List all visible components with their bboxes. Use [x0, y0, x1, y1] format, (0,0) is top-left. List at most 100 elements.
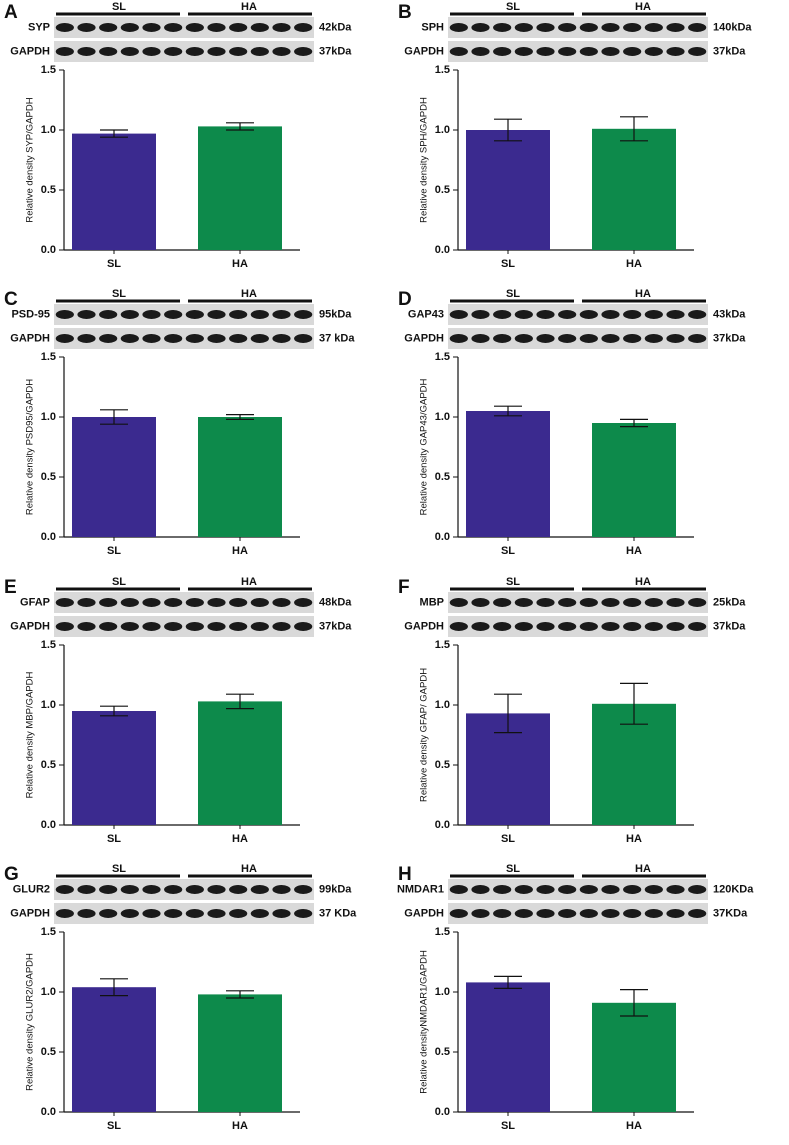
- blot-name: GAPDH: [10, 907, 50, 919]
- blot-band: [644, 23, 663, 32]
- blot-band: [644, 622, 663, 631]
- panel: E SL HA GFAP 48kDa GAPDH 37kDa 0.0 0.5 1.0 1.5 Rela…: [4, 576, 352, 845]
- bar: [198, 126, 282, 250]
- blot-band: [579, 909, 598, 918]
- y-tick-label: 1.0: [435, 411, 450, 423]
- group-label: SL: [506, 1, 520, 13]
- x-tick-label: HA: [626, 1120, 642, 1132]
- blot-name: GLUR2: [13, 883, 50, 895]
- y-axis-label: Relative density PSD95/GAPDH: [25, 379, 36, 515]
- blot-band: [666, 885, 685, 894]
- blot-kda: 37kDa: [319, 620, 352, 632]
- blot-name: SPH: [421, 21, 444, 33]
- blot-name: PSD-95: [11, 308, 50, 320]
- blot-band: [229, 334, 248, 343]
- blot-band: [536, 310, 555, 319]
- group-label: HA: [241, 288, 257, 300]
- blot-band: [272, 23, 291, 32]
- blot-band: [229, 622, 248, 631]
- blot-band: [99, 909, 118, 918]
- y-tick-label: 1.5: [41, 926, 56, 938]
- y-tick-label: 0.0: [435, 531, 450, 543]
- blot-band: [623, 334, 642, 343]
- blot-band: [207, 909, 226, 918]
- blot-band: [471, 334, 490, 343]
- blot-band: [99, 598, 118, 607]
- bar: [72, 417, 156, 537]
- blot-band: [142, 47, 161, 56]
- blot-band: [514, 622, 533, 631]
- y-tick-label: 0.5: [41, 1046, 56, 1058]
- blot-band: [294, 310, 313, 319]
- x-tick-label: SL: [107, 833, 121, 845]
- blot-band: [164, 310, 183, 319]
- blot-band: [471, 23, 490, 32]
- blot-band: [120, 334, 139, 343]
- blot-band: [623, 598, 642, 607]
- blot-band: [493, 622, 512, 631]
- group-label: SL: [112, 576, 126, 588]
- blot-kda: 37KDa: [713, 907, 748, 919]
- y-tick-label: 1.0: [41, 411, 56, 423]
- group-label: SL: [506, 288, 520, 300]
- blot-band: [644, 47, 663, 56]
- blot-strip: [54, 903, 314, 924]
- group-label: HA: [241, 576, 257, 588]
- blot-name: SYP: [28, 21, 50, 33]
- blot-strip: [54, 304, 314, 325]
- blot-name: NMDAR1: [397, 883, 444, 895]
- blot-band: [272, 47, 291, 56]
- blot-band: [99, 47, 118, 56]
- blot-band: [514, 885, 533, 894]
- group-label: SL: [112, 863, 126, 875]
- blot-band: [272, 885, 291, 894]
- x-tick-label: HA: [626, 545, 642, 557]
- blot-band: [449, 47, 468, 56]
- blot-band: [229, 310, 248, 319]
- blot-band: [229, 47, 248, 56]
- y-tick-label: 0.0: [435, 819, 450, 831]
- blot-band: [558, 47, 577, 56]
- x-tick-label: SL: [107, 1120, 121, 1132]
- blot-band: [536, 47, 555, 56]
- blot-band: [536, 622, 555, 631]
- blot-band: [207, 598, 226, 607]
- x-tick-label: HA: [232, 258, 248, 270]
- blot-band: [77, 47, 96, 56]
- blot-band: [601, 310, 620, 319]
- blot-band: [250, 598, 269, 607]
- blot-strip: [54, 17, 314, 38]
- blot-band: [536, 23, 555, 32]
- blot-name: GAPDH: [404, 907, 444, 919]
- blot-band: [579, 622, 598, 631]
- blot-band: [471, 310, 490, 319]
- blot-band: [688, 909, 707, 918]
- blot-band: [142, 885, 161, 894]
- bar: [72, 987, 156, 1112]
- blot-band: [623, 47, 642, 56]
- blot-band: [185, 334, 204, 343]
- blot-kda: 120KDa: [713, 883, 754, 895]
- blot-band: [185, 622, 204, 631]
- blot-name: GAPDH: [10, 620, 50, 632]
- blot-band: [579, 334, 598, 343]
- bar: [592, 128, 676, 250]
- blot-band: [601, 909, 620, 918]
- blot-kda: 37 KDa: [319, 907, 357, 919]
- blot-band: [250, 47, 269, 56]
- blot-band: [471, 598, 490, 607]
- blot-band: [272, 310, 291, 319]
- blot-kda: 140kDa: [713, 21, 752, 33]
- panel-letter: E: [4, 577, 17, 598]
- blot-band: [449, 909, 468, 918]
- y-tick-label: 1.5: [41, 351, 56, 363]
- blot-band: [493, 334, 512, 343]
- blot-name: MBP: [420, 596, 444, 608]
- blot-band: [272, 598, 291, 607]
- blot-name: GFAP: [20, 596, 50, 608]
- blot-kda: 37 kDa: [319, 332, 355, 344]
- bar: [592, 1002, 676, 1112]
- bar: [198, 701, 282, 825]
- blot-band: [644, 909, 663, 918]
- blot-name: GAPDH: [10, 45, 50, 57]
